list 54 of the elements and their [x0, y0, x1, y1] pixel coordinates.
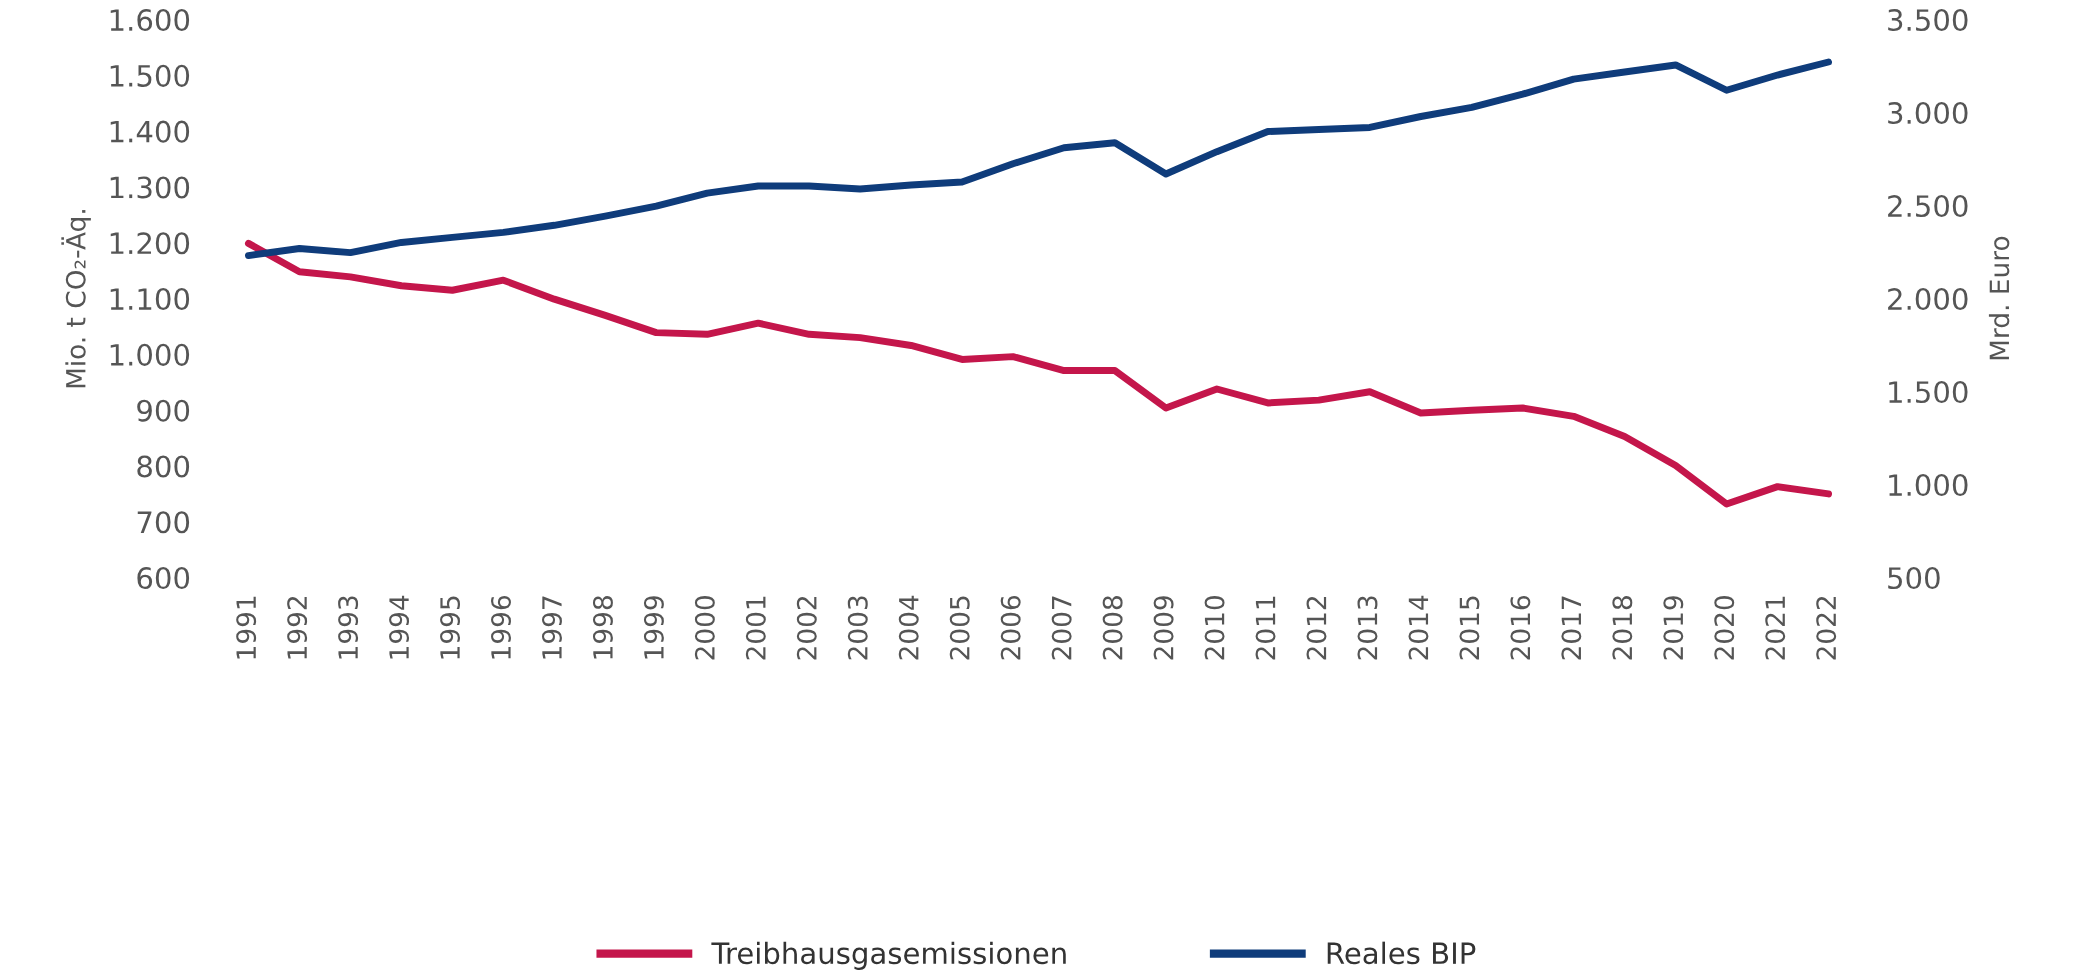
x-tick-label: 1997	[541, 596, 562, 659]
y-tick-label: 1.400	[110, 120, 190, 143]
y2-axis-title: Mrd. Euro	[1988, 236, 2010, 360]
x-tick-label: 2009	[1153, 596, 1174, 660]
x-tick-label: 2022	[1816, 596, 1837, 660]
x-tick-label: 2007	[1051, 596, 1072, 660]
y2-tick-label: 3.000	[1888, 102, 1968, 125]
y-tick-label: 800	[137, 455, 190, 478]
x-tick-label: 2013	[1357, 596, 1378, 660]
y2-tick-label: 2.000	[1888, 288, 1968, 311]
x-tick-label: 2005	[949, 596, 970, 660]
x-tick-label: 2021	[1765, 596, 1786, 660]
x-tick-label: 2006	[1000, 595, 1021, 660]
x-tick-label: 2000	[694, 596, 715, 660]
x-tick-label: 1999	[643, 596, 664, 659]
y-tick-label: 600	[137, 567, 190, 590]
y-tick-label: 1.000	[110, 343, 190, 366]
x-tick-label: 1992	[287, 596, 308, 659]
y-tick-label: 1.100	[110, 288, 190, 311]
y-axis-title: Mio. t CO₂-Äq.	[61, 210, 91, 388]
y-tick-label: 700	[137, 511, 190, 534]
x-tick-label: 1998	[592, 596, 613, 659]
x-tick-label: 2001	[745, 596, 766, 660]
legend-label: Reales BIP	[1327, 941, 1476, 965]
y-tick-label: 1.500	[110, 64, 190, 87]
x-tick-label: 1995	[440, 596, 461, 659]
x-tick-label: 2011	[1255, 596, 1276, 660]
x-tick-label: 1991	[236, 596, 257, 659]
x-tick-label: 2004	[898, 595, 919, 660]
x-tick-label: 2008	[1102, 596, 1123, 660]
x-tick-label: 2018	[1612, 596, 1633, 660]
x-tick-label: 2019	[1663, 596, 1684, 660]
x-tick-label: 2017	[1561, 596, 1582, 660]
x-tick-label: 2002	[796, 596, 817, 660]
legend-label: Treibhausgasemissionen	[711, 941, 1066, 970]
y-tick-label: 1.600	[110, 9, 190, 32]
y-tick-label: 1.300	[110, 176, 190, 199]
x-tick-label: 2003	[847, 596, 868, 660]
y-tick-label: 1.200	[110, 232, 190, 255]
x-tick-label: 2020	[1714, 596, 1735, 660]
y-tick-label: 900	[137, 399, 190, 422]
x-tick-label: 2014	[1408, 595, 1429, 660]
y2-tick-label: 500	[1888, 567, 1940, 590]
x-tick-label: 2015	[1459, 596, 1480, 660]
x-tick-label: 1994	[389, 595, 410, 659]
x-tick-label: 2016	[1510, 595, 1531, 660]
x-tick-label: 1993	[338, 596, 359, 659]
y2-tick-label: 2.500	[1888, 195, 1968, 218]
y2-tick-label: 3.500	[1888, 9, 1968, 32]
x-tick-label: 2012	[1306, 596, 1327, 660]
x-tick-label: 2010	[1204, 596, 1225, 660]
x-tick-label: 1996	[491, 595, 511, 659]
y2-tick-label: 1.500	[1889, 381, 1968, 404]
y2-tick-label: 1.000	[1889, 474, 1968, 497]
